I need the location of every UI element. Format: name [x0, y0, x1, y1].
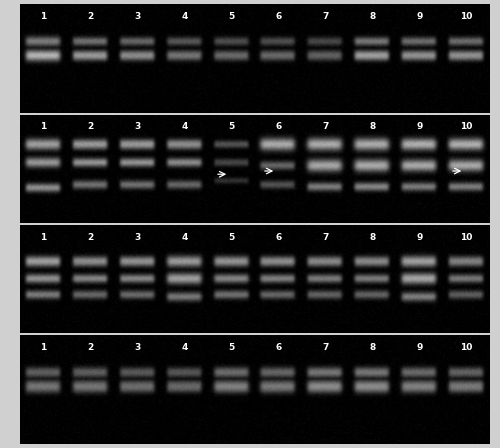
Text: 9: 9: [416, 233, 422, 241]
Text: 3: 3: [134, 122, 140, 131]
Text: 3: 3: [134, 233, 140, 241]
Text: 10: 10: [460, 343, 472, 352]
Text: 9: 9: [416, 343, 422, 352]
Text: Liver P1: Liver P1: [230, 125, 280, 136]
Text: 8: 8: [370, 122, 376, 131]
Text: 5: 5: [228, 233, 234, 241]
Text: 7: 7: [322, 122, 328, 131]
Text: 6: 6: [276, 12, 281, 21]
Text: 1: 1: [40, 122, 46, 131]
Text: 7: 7: [322, 343, 328, 352]
Text: 6: 6: [276, 122, 281, 131]
Text: 5: 5: [228, 343, 234, 352]
Text: Liver P2: Liver P2: [230, 346, 280, 356]
Text: 6: 6: [276, 233, 281, 241]
Text: 3: 3: [134, 343, 140, 352]
Text: 9: 9: [416, 122, 422, 131]
Text: 5: 5: [228, 12, 234, 21]
Text: 10: 10: [460, 233, 472, 241]
Text: 2: 2: [88, 343, 94, 352]
Text: 7: 7: [322, 12, 328, 21]
Text: 6: 6: [276, 343, 281, 352]
Text: 10: 10: [460, 122, 472, 131]
Text: 8: 8: [370, 343, 376, 352]
Text: 4: 4: [182, 12, 188, 21]
Text: 8: 8: [370, 12, 376, 21]
Text: 5: 5: [228, 122, 234, 131]
Text: 9: 9: [416, 12, 422, 21]
Text: 4: 4: [182, 122, 188, 131]
Text: 4: 4: [182, 343, 188, 352]
Text: 1: 1: [40, 12, 46, 21]
Text: 1: 1: [40, 343, 46, 352]
Text: 2: 2: [88, 233, 94, 241]
Text: 1: 1: [40, 233, 46, 241]
Text: Kidney P1: Kidney P1: [224, 236, 286, 246]
Text: 7: 7: [322, 233, 328, 241]
Text: 3: 3: [134, 12, 140, 21]
Text: 4: 4: [182, 233, 188, 241]
Text: 8: 8: [370, 233, 376, 241]
Text: 2: 2: [88, 122, 94, 131]
Text: 10: 10: [460, 12, 472, 21]
Text: 2: 2: [88, 12, 94, 21]
